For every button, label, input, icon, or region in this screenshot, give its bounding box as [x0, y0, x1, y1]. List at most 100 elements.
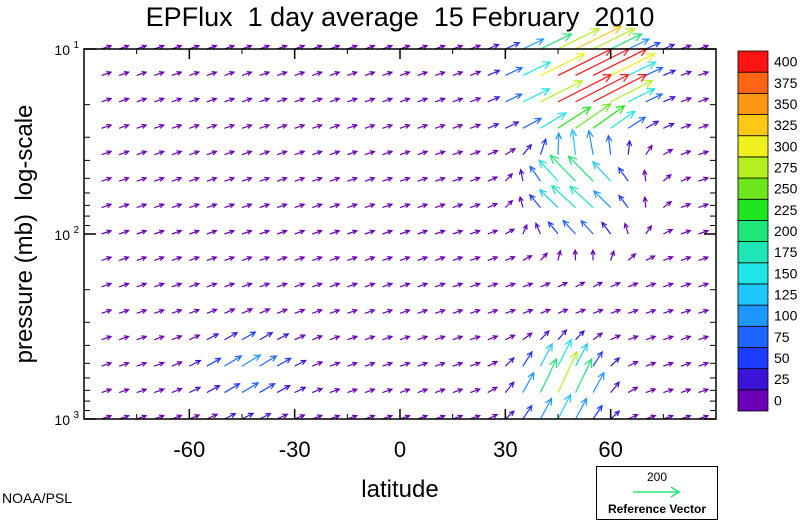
flux-vector [364, 335, 375, 341]
flux-vector-head [369, 388, 376, 394]
flux-vector-head [176, 97, 183, 103]
flux-vector-head [281, 97, 288, 103]
flux-vector-head [538, 188, 548, 198]
flux-vector [241, 331, 256, 341]
flux-vector-head [439, 203, 446, 209]
flux-vector [592, 309, 603, 314]
flux-vector-head [422, 308, 429, 314]
flux-vector [154, 388, 164, 394]
flux-vector-head [176, 308, 183, 314]
flux-vector [663, 283, 674, 288]
flux-vector-head [578, 329, 585, 337]
flux-vector [610, 250, 615, 261]
flux-vector-head [264, 97, 271, 103]
flux-vector [276, 282, 287, 288]
flux-vector-head [387, 335, 394, 341]
flux-vector-head [229, 71, 236, 76]
flux-vector-head [106, 44, 113, 50]
flux-vector [259, 203, 270, 209]
flux-vector-head [457, 150, 464, 156]
flux-vector-head [213, 384, 221, 391]
flux-vector-head [667, 388, 675, 394]
flux-vector [487, 335, 498, 341]
flux-vector [680, 229, 691, 235]
flux-vector [276, 150, 287, 156]
flux-vector-head [141, 308, 148, 314]
colorbar-label: 150 [774, 265, 798, 281]
flux-vector-head [194, 334, 201, 340]
flux-vector [206, 256, 217, 261]
flux-vector-head [106, 71, 113, 76]
flux-vector-head [195, 359, 202, 366]
flux-vector-head [299, 229, 306, 235]
flux-vector-head [572, 248, 578, 255]
flux-vector-head [667, 228, 674, 234]
flux-vector [312, 309, 322, 314]
flux-vector [470, 230, 480, 235]
flux-vector [347, 124, 358, 129]
flux-vector-head [369, 71, 376, 76]
flux-vector [627, 38, 650, 50]
flux-vector [347, 177, 358, 182]
flux-vector-head [281, 282, 288, 288]
flux-vector [347, 203, 358, 209]
flux-vector-head [106, 203, 113, 209]
flux-vector [538, 159, 559, 182]
flux-vector-head [568, 185, 579, 195]
flux-vector [557, 250, 561, 261]
flux-vector-head [404, 361, 411, 367]
flux-vector [522, 224, 528, 235]
flux-vector-head [509, 334, 516, 340]
flux-vector-head [193, 44, 201, 50]
flux-vector-head [667, 148, 674, 154]
flux-vector-head [369, 361, 376, 367]
flux-vector-head [439, 123, 446, 129]
flux-vector-head [229, 229, 236, 235]
colorbar-label: 100 [774, 308, 798, 324]
flux-vector [557, 48, 613, 76]
flux-vector [505, 228, 515, 235]
flux-vector [645, 145, 653, 156]
flux-vector-head [158, 123, 166, 129]
flux-vector-head [562, 33, 573, 42]
colorbar-cell [737, 92, 769, 115]
flux-vector-head [193, 71, 201, 76]
flux-vector-head [614, 282, 621, 287]
flux-vector-head [527, 308, 534, 314]
flux-vector-head [106, 335, 113, 341]
flux-vector-head [247, 308, 254, 314]
flux-vector-head [211, 229, 218, 235]
flux-vector [224, 230, 235, 235]
flux-vector [382, 98, 393, 103]
flux-vector [347, 283, 358, 288]
flux-vector [224, 413, 236, 420]
flux-vector-head [214, 357, 222, 364]
flux-vector-head [211, 44, 218, 50]
flux-vector-head [597, 281, 604, 287]
flux-vector-head [522, 223, 528, 230]
flux-vector [575, 358, 593, 393]
flux-vector [206, 71, 217, 76]
flux-vector-head [334, 71, 341, 76]
flux-vector [520, 169, 524, 182]
flux-vector [663, 229, 673, 235]
flux-vector [189, 309, 200, 314]
flux-vector-head [509, 147, 517, 154]
flux-vector-head [106, 388, 113, 394]
colorbar-label: 300 [774, 138, 798, 154]
flux-vector-head [194, 308, 201, 314]
flux-vector [575, 73, 630, 103]
flux-vector-head [387, 256, 394, 261]
flux-vector [154, 283, 164, 288]
flux-vector-head [158, 361, 166, 367]
flux-vector-head [264, 44, 271, 50]
flux-vector-head [158, 71, 166, 76]
flux-vector [470, 124, 481, 129]
flux-vector-head [652, 120, 660, 127]
flux-vector-head [474, 335, 482, 341]
flux-vector-head [193, 123, 201, 129]
reference-vector-arrow [633, 486, 681, 498]
flux-vector-head [211, 176, 218, 182]
flux-vector-head [457, 414, 464, 420]
colorbar-cell [737, 283, 769, 306]
